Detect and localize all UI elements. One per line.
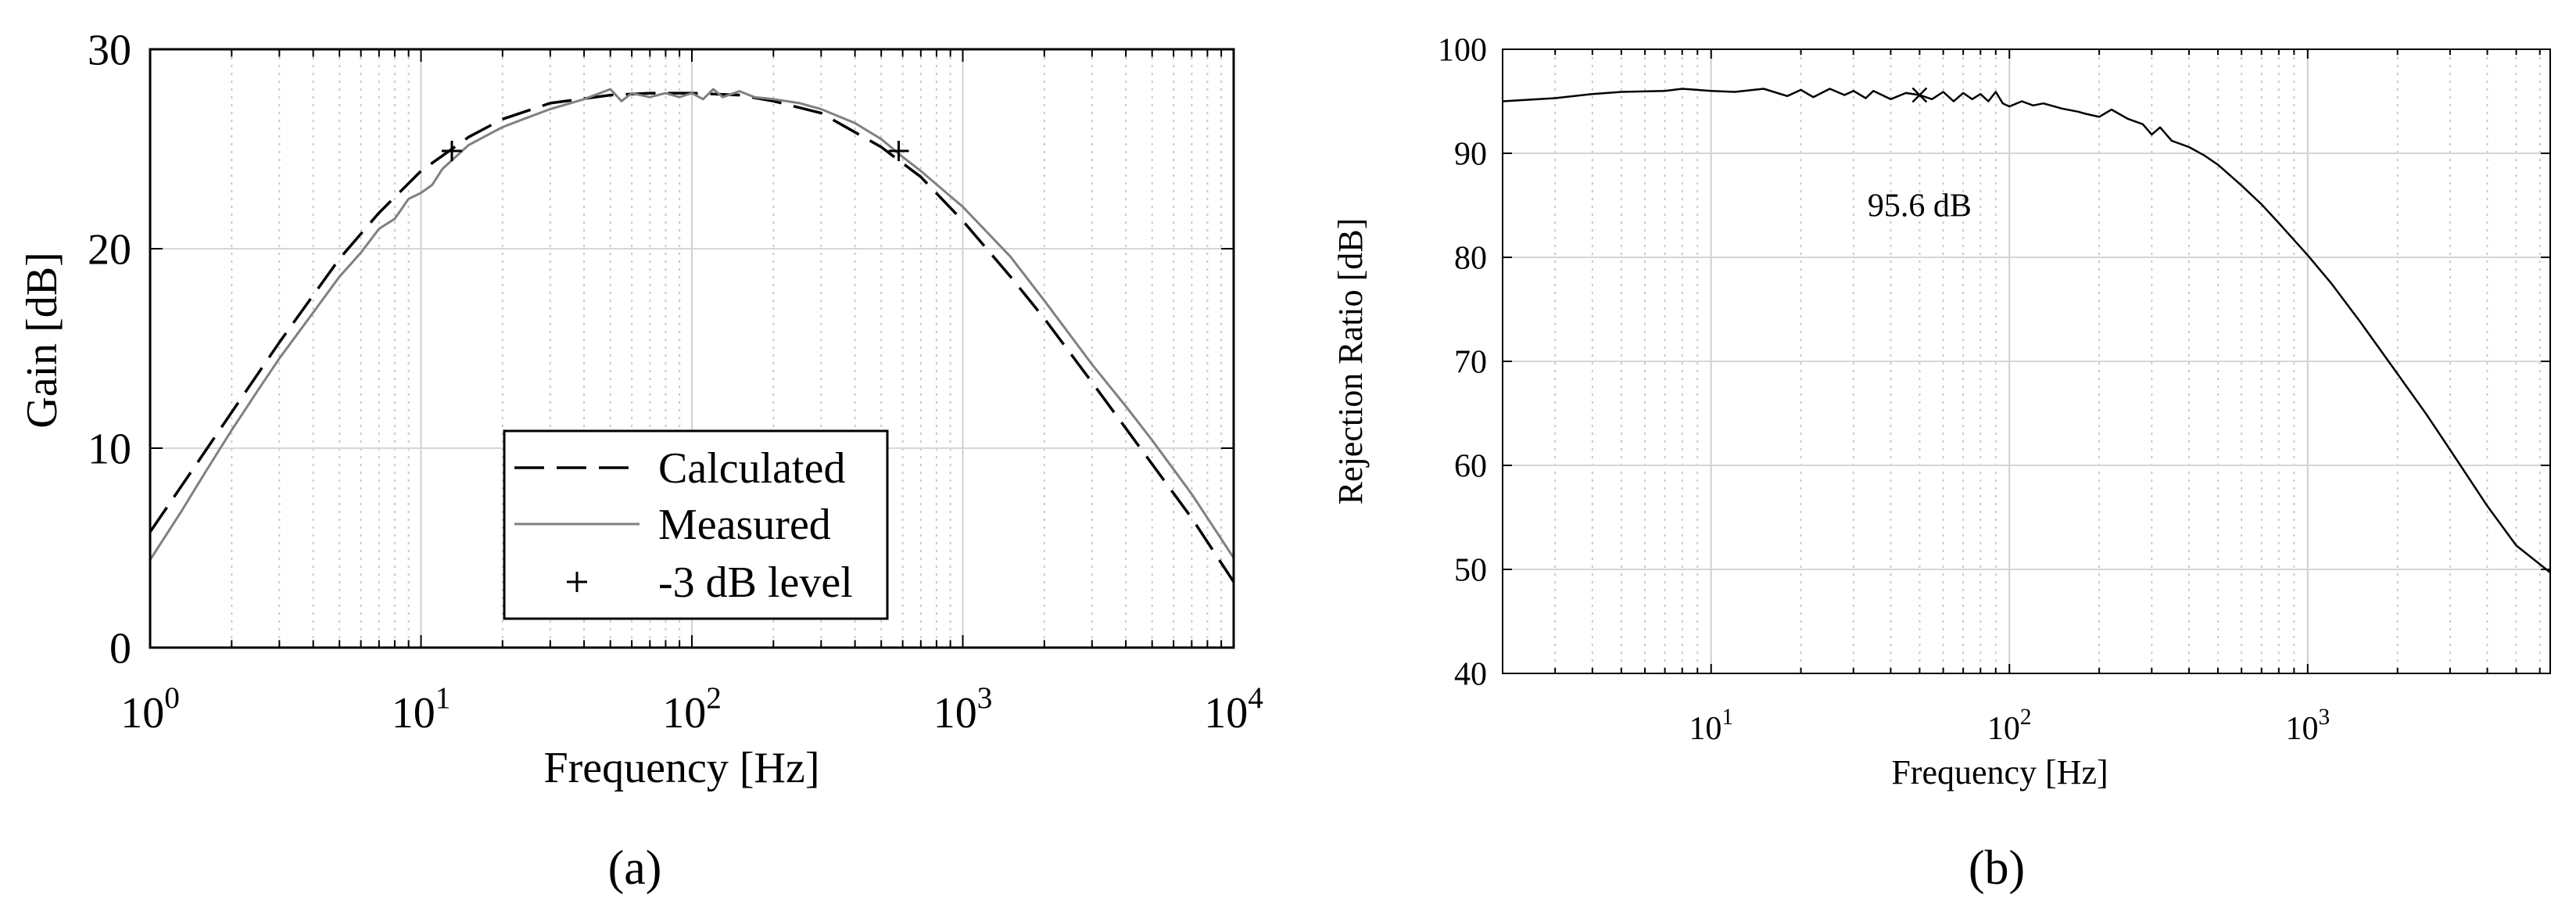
panel-b-grid: [1502, 48, 2550, 674]
x-tick-label: 102: [662, 681, 722, 738]
panel-b-label: (b): [1969, 842, 2025, 895]
panel-a-series: [149, 88, 1235, 583]
series-line-panel-1: [1502, 88, 2551, 573]
legend-label-calculated: Calculated: [658, 444, 845, 493]
y-tick-label: 20: [88, 226, 131, 275]
data-point-3db-marker: [441, 141, 462, 162]
x-tick-label: 104: [1204, 681, 1263, 738]
panel-b-x-tick-labels: 101 102 103: [1689, 705, 2330, 747]
panel-a-x-tick-labels: 100 101 102 103 104: [120, 681, 1263, 738]
legend-entry-3db-level: -3 dB level: [567, 558, 853, 607]
y-tick-label: 60: [1454, 449, 1487, 485]
y-tick-label: 50: [1454, 553, 1487, 589]
panel-b-annotation: 95.6 dB: [1868, 188, 1972, 224]
panel-b-tick-marks: [1502, 48, 2550, 674]
x-tick-label: 101: [392, 681, 451, 738]
panel-b-y-tick-labels: 40 50 60 70 80 90 100: [1438, 33, 1487, 693]
panel-a-grid: [149, 48, 1234, 648]
data-point-3db-marker: [888, 141, 909, 162]
panel-a: 100 101 102 103 104 0 10 20 30 Frequency [Hz] G…: [18, 27, 1263, 895]
x-tick-label: 103: [2285, 705, 2330, 747]
legend-entry-measured: Measured: [514, 501, 831, 549]
x-tick-label: 102: [1987, 705, 2032, 747]
panel-b-series: [1502, 88, 2551, 573]
y-tick-label: 10: [88, 425, 131, 474]
x-tick-label: 103: [933, 681, 993, 738]
legend-label-measured: Measured: [658, 501, 831, 549]
panel-b-y-axis-label: Rejection Ratio [dB]: [1331, 218, 1370, 505]
y-tick-label: 70: [1454, 345, 1487, 381]
y-tick-label: 80: [1454, 241, 1487, 277]
x-tick-label: 101: [1689, 705, 1733, 747]
panel-a-y-axis-label: Gain [dB]: [18, 252, 66, 429]
panel-b-x-axis-label: Frequency [Hz]: [1891, 753, 2108, 792]
panel-b: 101 102 103 40 50 60 70 80 90 100 Frequency [Hz]…: [1331, 33, 2551, 895]
x-tick-label: 100: [120, 681, 180, 738]
y-tick-label: 40: [1454, 657, 1487, 693]
y-tick-label: 100: [1438, 33, 1487, 69]
legend-label-3db-level: -3 dB level: [658, 558, 853, 607]
panel-a-tick-marks: [149, 48, 1234, 648]
y-tick-label: 90: [1454, 137, 1487, 173]
panel-b-annotation-marker: [1911, 87, 1928, 103]
y-tick-label: 0: [109, 625, 131, 673]
legend-entry-calculated: Calculated: [514, 444, 845, 493]
panel-a-y-tick-labels: 0 10 20 30: [88, 27, 131, 673]
panel-a-x-axis-label: Frequency [Hz]: [544, 744, 820, 792]
panel-a-label: (a): [608, 842, 662, 895]
legend-swatch-3db-marker: [567, 572, 587, 592]
series-line-measured: [149, 88, 1235, 561]
y-tick-label: 30: [88, 27, 131, 75]
panel-a-legend: Calculated Measured -3 dB level: [503, 429, 889, 620]
